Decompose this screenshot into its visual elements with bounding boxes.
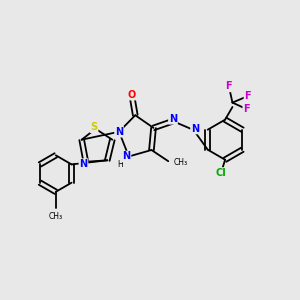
Text: CH₃: CH₃ — [174, 158, 188, 167]
Text: N: N — [169, 114, 177, 124]
Text: H: H — [118, 160, 123, 169]
Text: Cl: Cl — [215, 168, 226, 178]
Text: N: N — [80, 159, 88, 169]
Text: F: F — [244, 91, 251, 101]
Text: F: F — [243, 104, 250, 114]
Text: S: S — [91, 122, 98, 132]
Text: F: F — [226, 81, 232, 92]
Text: N: N — [115, 127, 123, 137]
Text: CH₃: CH₃ — [49, 212, 63, 220]
Text: N: N — [122, 152, 130, 161]
Text: N: N — [191, 124, 199, 134]
Text: O: O — [128, 90, 136, 100]
